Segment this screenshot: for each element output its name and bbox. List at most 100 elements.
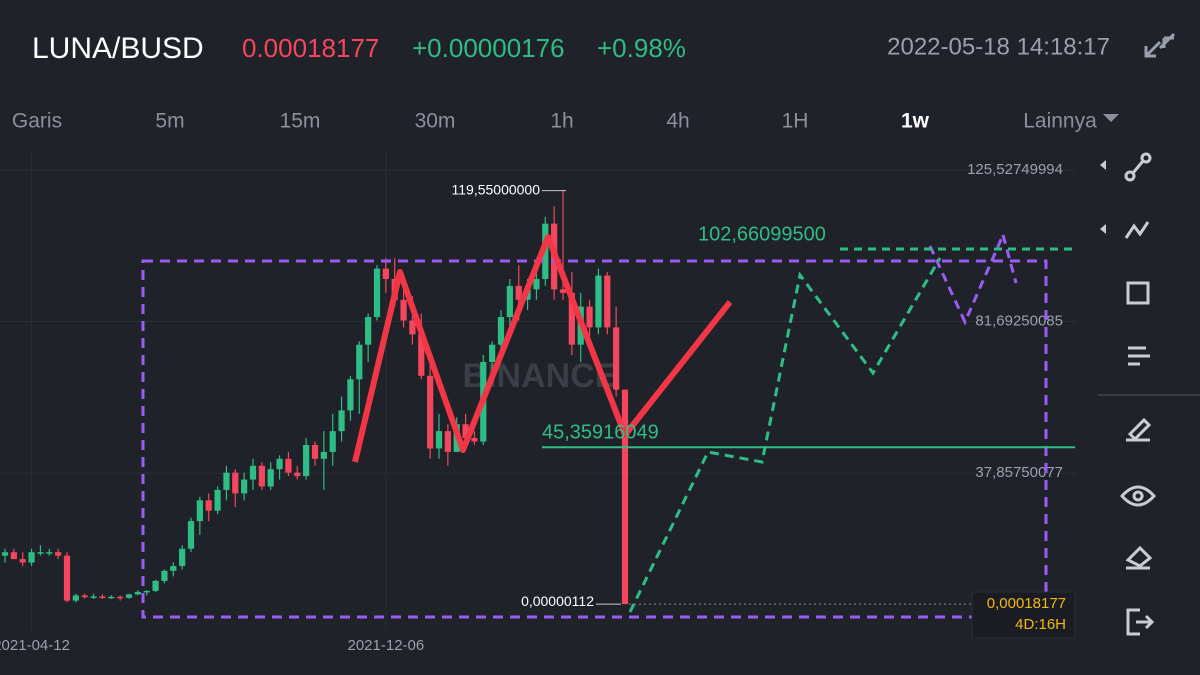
visibility-tool[interactable] [1119,485,1157,507]
candle-body [515,285,522,300]
dropdown-arrow[interactable] [1103,114,1119,122]
price-lines: 119,55000000 102,66099500 45,35916049 0,000… [452,181,1076,639]
expand-arrow[interactable] [1100,224,1106,234]
last-price-label: 0,00018177 [987,595,1066,612]
timeframe-tab[interactable]: 5m [155,110,184,133]
timeframe-tab[interactable]: 1w [901,110,930,133]
timeframe-tab[interactable]: Garis [12,110,62,133]
expand-arrow[interactable] [1100,160,1106,170]
candle-body [559,289,567,293]
erase-tool[interactable] [1125,545,1153,570]
candle-body [311,444,319,459]
draw-tool[interactable] [1126,417,1152,442]
candle-body [462,424,469,439]
high-label: 119,55000000 [452,181,541,197]
x-tick-label: 2021-04-12 [0,637,70,654]
candle-body [347,379,354,411]
candle-body [152,580,159,591]
candle-body [489,344,496,362]
candle-body [214,489,221,511]
candle-body [356,344,363,380]
trendline-tool[interactable] [1124,152,1152,182]
candle-body [621,389,629,605]
candle-body [63,555,71,601]
candle-body [506,285,513,318]
candle-body [444,431,451,452]
candle-body [285,458,292,473]
candle-body [179,548,186,567]
candle-body [497,317,505,345]
candle-body [205,500,212,511]
candle-body [90,596,97,598]
candle-body [37,552,44,554]
candle-body [427,375,434,449]
candle-body [232,472,239,494]
candle-body [373,268,381,318]
price: 0.00018177 [242,33,379,63]
y-tick-label: 81,69250085 [975,313,1063,330]
y-tick-label: 125,52749994 [967,161,1063,178]
candle-body [10,552,17,560]
fib-tool[interactable] [1128,346,1150,366]
candle-body [604,275,611,328]
candle-body [196,500,203,522]
support-label: 45,35916049 [542,421,659,443]
countdown-label: 4D:16H [1015,616,1066,633]
timeframe-tab[interactable]: 15m [280,110,321,133]
timeframe-tab[interactable]: 30m [415,110,456,133]
candle-body [258,465,265,487]
candle-body [99,596,106,598]
exit-tool[interactable] [1126,608,1155,636]
toolbar [1098,152,1200,636]
timeframe-tab[interactable]: 1H [782,110,809,133]
candle-body [161,570,168,581]
candle-body [72,595,79,601]
candle-body [241,479,248,494]
time: 2022-05-18 14:18:17 [887,33,1110,60]
candle-body [143,590,150,593]
drawn-zigzag [928,234,1005,326]
candle-body [418,334,425,376]
candle-body [586,306,593,328]
y-tick-label: 37,85750077 [975,464,1063,481]
drawn-zigzag [1001,234,1018,284]
candle-body [276,458,283,470]
candle-body [187,521,195,549]
candle-body [400,299,407,321]
shape-tool[interactable] [1126,281,1150,305]
timeframe-tab[interactable]: 1h [550,110,573,133]
candle-body [471,438,478,442]
change-pct: +0.98% [597,33,686,63]
candle-body [329,431,336,452]
candle-body [81,595,88,598]
candle-body [303,444,310,477]
timeframe-tab[interactable]: 4h [666,110,689,133]
candle-body [338,410,345,432]
candle-body [28,552,35,563]
low-label: 0,00000112 [521,593,594,609]
candle-body [223,472,230,490]
candle-body [46,552,53,554]
candle-body [568,292,575,345]
pattern-tool[interactable] [1124,221,1150,239]
candle-body [613,327,620,390]
candle-body [365,317,372,345]
candle-body [409,320,416,335]
candle-body [108,596,115,599]
timeframe-tabs: Garis 5m 15m 30m 1h 4h 1H 1w Lainnya [12,110,1119,133]
last-price-box [971,591,1076,639]
candle-body [134,591,141,595]
candle-body [117,596,124,599]
timeframe-tab[interactable]: Lainnya [1023,110,1097,133]
candle-body [249,465,257,480]
candle-body [125,594,133,598]
grid: 125,52749994 81,69250085 37,85750077 2021-0… [0,150,1075,654]
candle-body [267,469,274,487]
candle-body [595,275,602,328]
drawn-m-pattern [352,234,733,463]
pair: LUNA/BUSD [32,32,204,65]
change: +0.00000176 [412,33,565,63]
collapse-icon[interactable] [1144,32,1176,58]
